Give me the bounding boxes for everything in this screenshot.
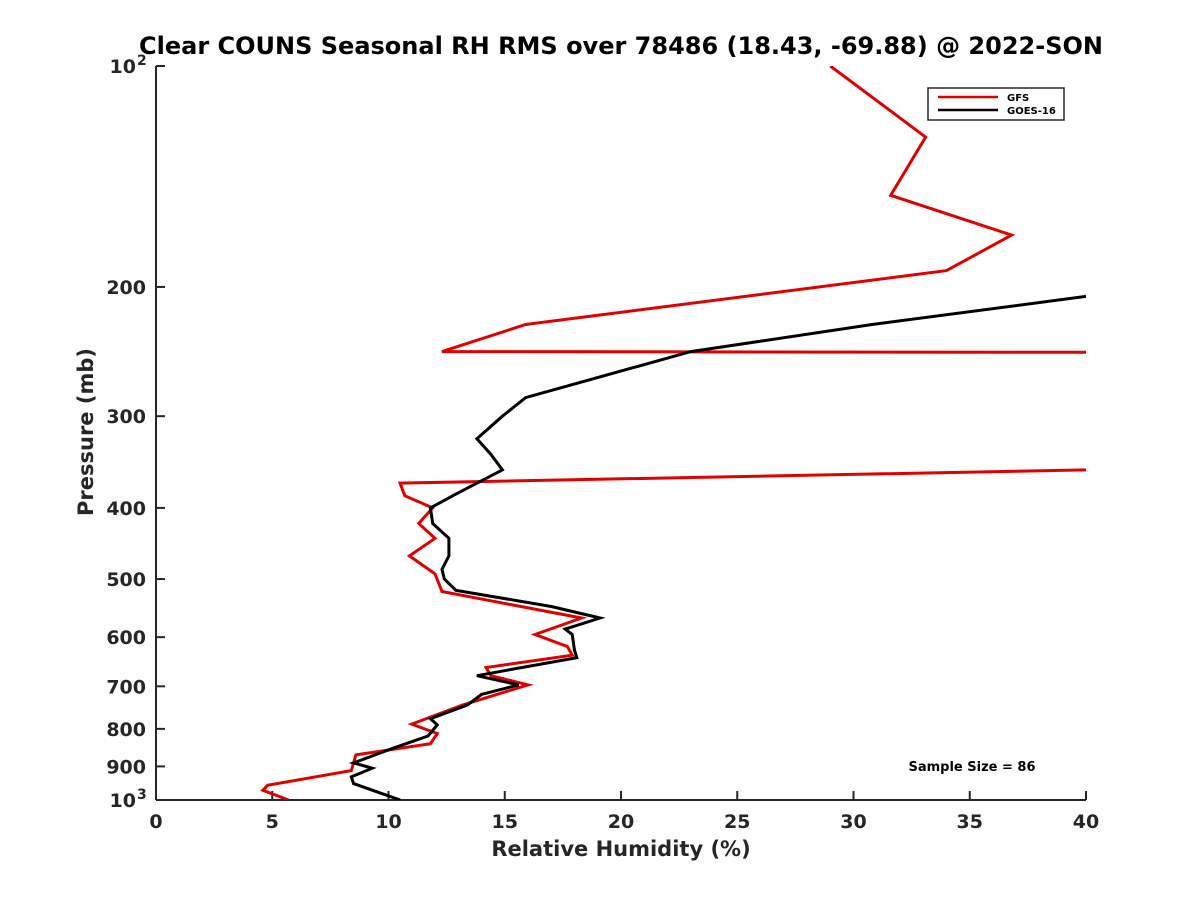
legend-box <box>927 87 1065 121</box>
series-lines <box>260 66 1086 800</box>
x-axis-label: Relative Humidity (%) <box>491 837 750 861</box>
y-tick-power-exponent: 3 <box>137 787 147 803</box>
x-tick-label: 35 <box>957 811 983 833</box>
x-tick-label: 20 <box>608 811 634 833</box>
y-tick-label: 800 <box>106 719 146 741</box>
y-tick-power-label: 10 <box>110 56 136 78</box>
x-tick-label: 0 <box>149 811 162 833</box>
series-line-gfs <box>441 66 1086 354</box>
axes: 0 5 10 15 20 25 30 35 40 200 300 400 500 600 700 800 900… <box>106 53 1099 833</box>
y-tick-label: 400 <box>106 498 146 520</box>
y-tick-power-exponent: 2 <box>137 53 147 69</box>
series-line-goes-16 <box>348 294 1086 800</box>
chart-title: Clear COUNS Seasonal RH RMS over 78486 (… <box>139 32 1103 60</box>
x-tick-label: 25 <box>724 811 750 833</box>
y-tick-label: 300 <box>106 406 146 428</box>
y-tick-label: 700 <box>106 676 146 698</box>
legend-label: GFS <box>1007 93 1029 104</box>
x-tick-label: 15 <box>492 811 518 833</box>
legend-label: GOES-16 <box>1007 106 1056 117</box>
y-tick-label: 900 <box>106 756 146 778</box>
y-axis-label: Pressure (mb) <box>74 348 98 516</box>
y-tick-label: 600 <box>106 627 146 649</box>
series-line-gfs <box>260 468 1086 800</box>
x-tick-label: 10 <box>375 811 401 833</box>
y-tick-label: 200 <box>106 277 146 299</box>
x-tick-label: 5 <box>266 811 279 833</box>
x-tick-label: 30 <box>840 811 866 833</box>
sample-size-annotation: Sample Size = 86 <box>908 760 1035 775</box>
y-tick-power-label: 10 <box>110 790 136 812</box>
x-tick-label: 40 <box>1073 811 1099 833</box>
y-tick-label: 500 <box>106 569 146 591</box>
legend: GFS GOES-16 <box>927 87 1065 121</box>
